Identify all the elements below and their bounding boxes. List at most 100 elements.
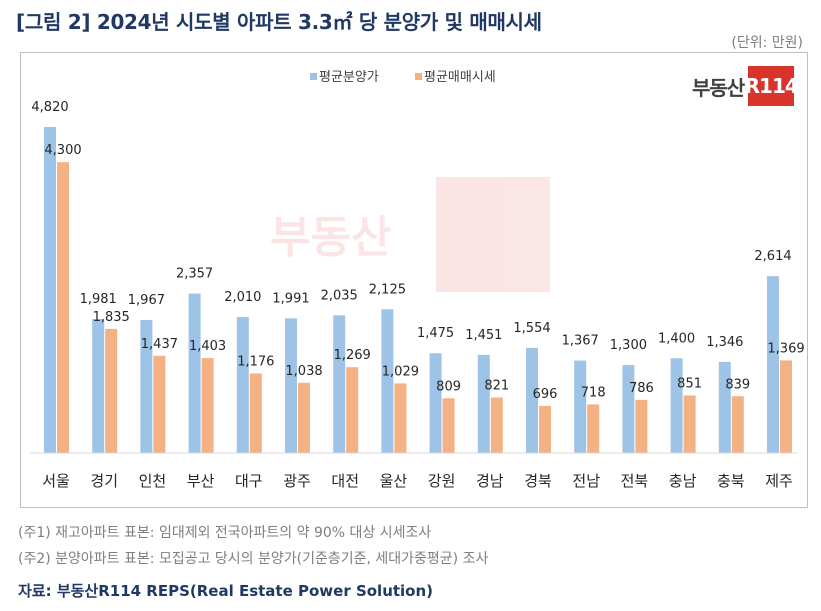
data-label-series1-6: 2,035 [321,288,358,303]
bar-series1-13 [670,358,683,453]
x-tick-label-7: 울산 [380,472,408,490]
chart-frame [20,52,808,508]
data-label-series1-2: 1,967 [128,293,165,308]
data-label-series1-0: 4,820 [31,100,68,115]
x-tick-label-2: 인천 [139,472,167,490]
x-tick-label-6: 대전 [331,472,359,490]
x-tick-label-4: 대구 [235,472,263,490]
x-tick-label-15: 제주 [765,472,793,490]
x-tick-label-1: 경기 [90,472,118,490]
data-label-series2-6: 1,269 [334,348,371,363]
bar-series1-12 [622,365,635,453]
data-label-series2-4: 1,176 [237,354,274,369]
bar-series2-14 [731,396,744,453]
bar-series1-0 [44,127,56,453]
bar-series2-12 [635,399,648,453]
bar-chart: 부동산 평균분양가 평균매매시세 4,820 4,300 1,981 1,835 1,96… [30,70,805,490]
data-label-series2-7: 1,029 [382,364,419,379]
bar-series1-9 [477,354,490,453]
chart-title: [그림 2] 2024년 시도별 아파트 3.3㎡ 당 분양가 및 매매시세 [16,10,542,34]
data-label-series2-3: 1,403 [189,339,226,354]
bar-series2-13 [683,395,696,453]
x-tick-label-11: 전남 [572,472,600,490]
bar-series2-4 [249,373,262,453]
data-label-series1-12: 1,300 [610,338,647,353]
svg-text:부동산: 부동산 [270,212,391,263]
x-tick-label-12: 전북 [621,472,649,490]
x-tick-label-3: 부산 [187,472,215,490]
bar-series2-3 [201,358,214,453]
data-label-series1-7: 2,125 [369,282,406,297]
x-tick-label-13: 충남 [669,472,697,490]
data-label-series1-8: 1,475 [417,326,454,341]
data-label-series1-10: 1,554 [513,321,550,336]
bar-series2-7 [394,383,407,453]
bars [44,127,792,453]
brand-logo: 부동산 R114 [692,64,799,108]
data-label-series2-0: 4,300 [44,143,81,158]
bar-series1-5 [285,318,297,453]
x-tick-label-14: 충북 [717,472,745,490]
data-label-series2-11: 718 [581,385,606,400]
bar-series1-6 [333,315,346,453]
x-axis-tick-labels: 서울 경기 인천 부산 대구 광주 대전 울산 강원 경남 경북 전남 전북 충남 충북 제주 [42,472,793,490]
data-labels: 4,820 4,300 1,981 1,835 1,967 1,437 2,357 1,403… [31,100,804,402]
source-label: 자료: 부동산R114 REPS(Real Estate Power Solut… [18,582,434,600]
data-label-series1-13: 1,400 [658,331,695,346]
data-label-series1-15: 2,614 [754,249,791,264]
bar-series1-14 [718,361,731,453]
bar-series2-8 [442,398,455,453]
data-label-series2-9: 821 [484,378,509,393]
bar-series2-1 [105,328,118,453]
data-label-series2-15: 1,369 [767,341,804,356]
bar-series1-4 [236,317,249,453]
bar-series1-1 [92,319,105,453]
data-label-series2-8: 809 [436,379,461,394]
data-label-series1-5: 1,991 [272,291,309,306]
bar-series2-2 [153,355,166,453]
legend-label-series2: 평균매매시세 [424,70,496,85]
x-tick-label-9: 경남 [476,472,504,490]
watermark: 부동산 [270,177,550,292]
x-tick-label-0: 서울 [42,472,70,490]
data-label-series1-3: 2,357 [176,267,213,282]
logo-badge: R114 [745,66,799,106]
legend-swatch-series1 [310,73,317,80]
data-label-series2-13: 851 [677,376,702,391]
bar-series2-11 [587,404,600,453]
data-label-series2-5: 1,038 [285,364,322,379]
bar-series2-5 [298,382,310,453]
data-label-series2-14: 839 [725,377,750,392]
footnote-2: (주2) 분양아파트 표본: 모집공고 당시의 분양가(기준층기준, 세대가중평… [18,551,489,567]
bar-series2-0 [57,162,69,453]
x-tick-label-8: 강원 [428,472,456,490]
footnote-1: (주1) 재고아파트 표본: 임대제외 전국아파트의 약 90% 대상 시세조사 [18,525,432,541]
x-tick-label-5: 광주 [283,472,311,490]
bar-series1-8 [429,353,442,453]
bar-series1-15 [767,276,779,453]
data-label-series1-11: 1,367 [562,334,599,349]
bar-series2-10 [539,405,551,453]
data-label-series2-10: 696 [533,387,558,402]
bar-series1-3 [188,293,201,453]
legend: 평균분양가 평균매매시세 [310,70,496,85]
data-label-series1-14: 1,346 [706,335,743,350]
legend-label-series1: 평균분양가 [319,70,379,85]
data-label-series1-4: 2,010 [224,290,261,305]
bar-series2-9 [490,397,503,453]
bar-series1-11 [574,360,587,453]
x-tick-label-10: 경북 [524,472,552,490]
legend-swatch-series2 [415,73,422,80]
data-label-series2-2: 1,437 [141,337,178,352]
bar-series2-15 [780,360,792,453]
data-label-series2-1: 1,835 [93,310,130,325]
bar-series2-6 [346,367,359,453]
unit-label: (단위: 만원) [731,35,803,51]
data-label-series1-9: 1,451 [465,328,502,343]
bar-series1-10 [526,347,538,453]
bar-series1-2 [140,319,153,453]
data-label-series2-12: 786 [629,381,654,396]
bar-series1-7 [381,309,394,453]
logo-text: 부동산 [692,75,745,100]
data-label-series1-1: 1,981 [80,292,117,307]
